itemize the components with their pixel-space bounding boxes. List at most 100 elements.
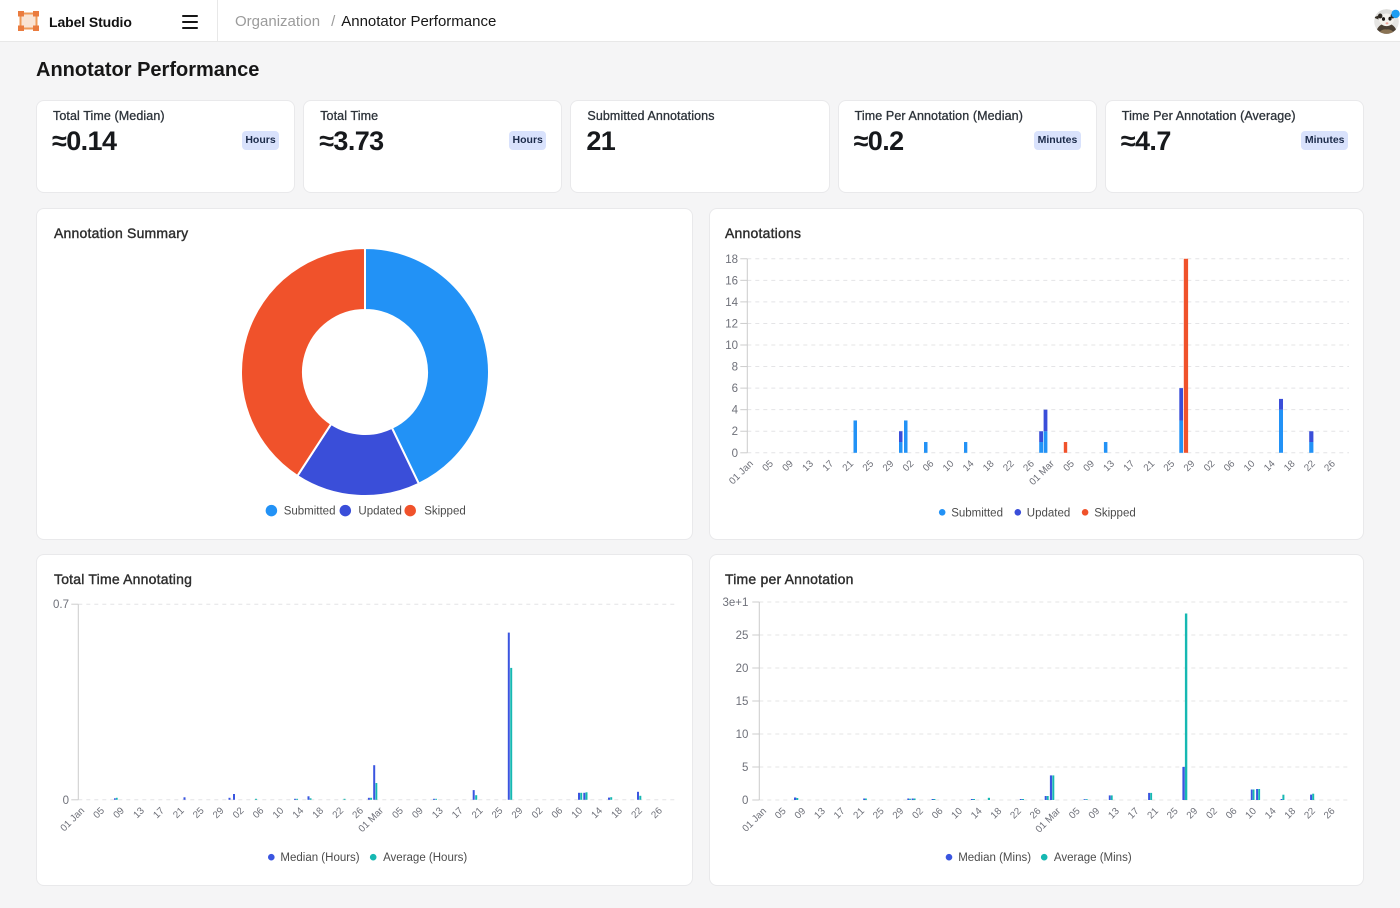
- svg-text:29: 29: [1185, 806, 1200, 821]
- svg-text:17: 17: [151, 805, 166, 820]
- svg-text:18: 18: [1282, 458, 1298, 474]
- svg-text:06: 06: [1222, 458, 1238, 474]
- svg-text:17: 17: [1126, 806, 1141, 821]
- svg-text:13: 13: [801, 458, 817, 474]
- svg-text:05: 05: [1061, 458, 1077, 474]
- svg-text:10: 10: [570, 805, 586, 821]
- svg-text:29: 29: [891, 806, 906, 821]
- svg-text:21: 21: [852, 806, 867, 821]
- svg-text:13: 13: [812, 805, 828, 821]
- svg-text:17: 17: [450, 805, 465, 820]
- svg-text:17: 17: [1122, 458, 1137, 473]
- svg-text:21: 21: [841, 458, 856, 473]
- svg-text:10: 10: [1242, 458, 1258, 474]
- svg-text:Skipped: Skipped: [1094, 507, 1136, 519]
- svg-text:8: 8: [732, 362, 738, 374]
- svg-text:02: 02: [1202, 458, 1217, 473]
- svg-text:3e+1: 3e+1: [722, 597, 748, 609]
- svg-text:10: 10: [271, 805, 287, 821]
- svg-text:05: 05: [1067, 805, 1083, 821]
- svg-text:06: 06: [921, 458, 937, 474]
- svg-text:13: 13: [430, 805, 446, 821]
- svg-text:05: 05: [92, 805, 108, 821]
- svg-text:18: 18: [725, 254, 738, 266]
- svg-text:26: 26: [1322, 805, 1338, 821]
- svg-text:2: 2: [732, 426, 738, 438]
- svg-text:29: 29: [1182, 458, 1197, 473]
- svg-text:22: 22: [1302, 806, 1317, 821]
- svg-text:25: 25: [490, 805, 506, 821]
- svg-text:09: 09: [1087, 806, 1102, 821]
- svg-text:18: 18: [981, 458, 997, 474]
- svg-text:10: 10: [941, 458, 957, 474]
- svg-text:22: 22: [1302, 458, 1317, 473]
- svg-text:29: 29: [881, 458, 896, 473]
- svg-text:Updated: Updated: [1027, 507, 1070, 519]
- svg-text:Median (Hours): Median (Hours): [280, 852, 359, 864]
- svg-text:29: 29: [510, 805, 525, 820]
- svg-text:09: 09: [410, 805, 425, 820]
- svg-text:25: 25: [1162, 458, 1178, 474]
- svg-text:25: 25: [861, 458, 877, 474]
- svg-text:13: 13: [131, 805, 147, 821]
- svg-text:22: 22: [629, 805, 644, 820]
- svg-text:01 Jan: 01 Jan: [59, 805, 88, 834]
- svg-text:14: 14: [590, 805, 606, 821]
- svg-text:02: 02: [910, 806, 925, 821]
- svg-text:06: 06: [251, 805, 267, 821]
- svg-text:09: 09: [793, 806, 808, 821]
- svg-text:13: 13: [1102, 458, 1118, 474]
- svg-text:14: 14: [961, 458, 977, 474]
- svg-text:21: 21: [1146, 806, 1161, 821]
- svg-text:5: 5: [742, 762, 748, 774]
- svg-text:0: 0: [63, 795, 69, 807]
- svg-text:25: 25: [1165, 805, 1181, 821]
- svg-text:6: 6: [732, 383, 738, 395]
- svg-text:10: 10: [1244, 805, 1260, 821]
- svg-text:Median (Mins): Median (Mins): [958, 852, 1031, 864]
- svg-text:16: 16: [725, 275, 738, 287]
- svg-text:21: 21: [1142, 458, 1157, 473]
- svg-text:14: 14: [1263, 805, 1279, 821]
- svg-text:4: 4: [732, 405, 739, 417]
- svg-text:25: 25: [871, 805, 887, 821]
- svg-text:17: 17: [832, 806, 847, 821]
- svg-text:02: 02: [901, 458, 916, 473]
- svg-text:06: 06: [550, 805, 566, 821]
- svg-text:Skipped: Skipped: [424, 506, 466, 518]
- svg-text:Updated: Updated: [358, 506, 401, 518]
- svg-text:25: 25: [736, 630, 749, 642]
- svg-text:02: 02: [530, 805, 545, 820]
- svg-text:09: 09: [780, 458, 795, 473]
- svg-text:25: 25: [191, 805, 207, 821]
- svg-text:14: 14: [969, 805, 985, 821]
- svg-text:15: 15: [736, 696, 749, 708]
- svg-text:0: 0: [732, 448, 738, 460]
- svg-text:01 Jan: 01 Jan: [727, 458, 756, 487]
- svg-text:14: 14: [291, 805, 307, 821]
- svg-text:26: 26: [649, 805, 665, 821]
- svg-text:09: 09: [1082, 458, 1097, 473]
- svg-text:0.7: 0.7: [53, 599, 69, 611]
- svg-text:18: 18: [609, 805, 625, 821]
- svg-text:05: 05: [773, 805, 789, 821]
- svg-text:Average (Mins): Average (Mins): [1054, 852, 1132, 864]
- svg-text:05: 05: [390, 805, 406, 821]
- svg-text:18: 18: [1283, 805, 1299, 821]
- svg-text:10: 10: [736, 729, 749, 741]
- svg-text:02: 02: [1204, 806, 1219, 821]
- svg-text:29: 29: [211, 805, 226, 820]
- svg-text:22: 22: [1001, 458, 1016, 473]
- svg-text:21: 21: [470, 805, 485, 820]
- svg-text:Average (Hours): Average (Hours): [383, 852, 467, 864]
- svg-text:26: 26: [1322, 458, 1338, 474]
- svg-text:18: 18: [989, 805, 1005, 821]
- svg-text:09: 09: [111, 805, 126, 820]
- svg-text:02: 02: [231, 805, 246, 820]
- svg-text:Submitted: Submitted: [284, 506, 336, 518]
- svg-text:10: 10: [950, 805, 966, 821]
- svg-text:14: 14: [1262, 458, 1278, 474]
- svg-text:14: 14: [725, 297, 738, 309]
- svg-text:Submitted: Submitted: [951, 507, 1003, 519]
- svg-text:17: 17: [821, 458, 836, 473]
